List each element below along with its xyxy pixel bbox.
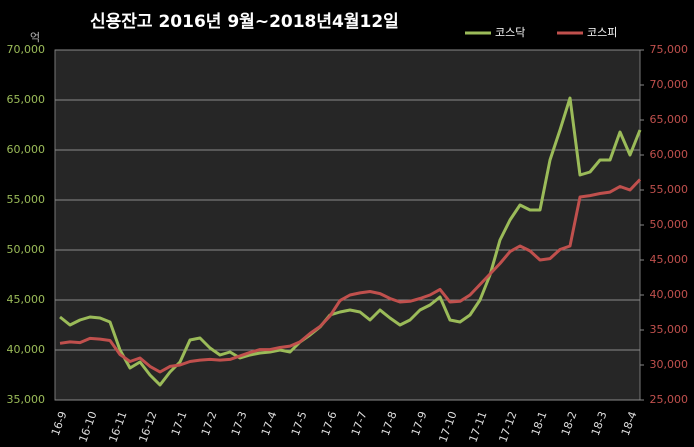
y-tick-label: 70,000	[7, 43, 46, 56]
y2-tick-label: 60,000	[650, 148, 689, 161]
y2-tick-label: 65,000	[650, 113, 689, 126]
legend-label: 코스닥	[495, 26, 525, 39]
series-line	[59, 178, 642, 374]
y2-tick-label: 50,000	[650, 218, 689, 231]
y2-tick-label: 35,000	[650, 323, 689, 336]
y2-tick-label: 40,000	[650, 288, 689, 301]
y2-tick-label: 45,000	[650, 253, 689, 266]
y-tick-label: 65,000	[7, 93, 46, 106]
y2-tick-label: 70,000	[650, 78, 689, 91]
y-tick-label: 50,000	[7, 243, 46, 256]
y-tick-label: 35,000	[7, 393, 46, 406]
y2-tick-label: 75,000	[650, 43, 689, 56]
y2-tick-label: 55,000	[650, 183, 689, 196]
y-tick-label: 40,000	[7, 343, 46, 356]
y-tick-label: 60,000	[7, 143, 46, 156]
y2-tick-label: 30,000	[650, 358, 689, 371]
y-tick-label: 45,000	[7, 293, 46, 306]
chart-title: 신용잔고 2016년 9월~2018년4월12일	[90, 12, 399, 32]
legend-label: 코스피	[587, 26, 617, 39]
series-line	[59, 96, 642, 387]
y-unit: 억	[30, 31, 40, 44]
y2-tick-label: 25,000	[650, 393, 689, 406]
plot-area	[54, 49, 641, 401]
y-tick-label: 55,000	[7, 193, 46, 206]
